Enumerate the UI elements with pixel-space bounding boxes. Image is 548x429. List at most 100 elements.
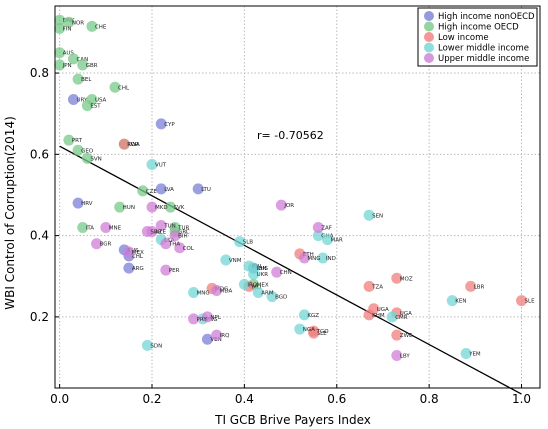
point-label: SVN	[90, 156, 101, 162]
data-point	[266, 291, 278, 303]
point-label: TGO	[316, 329, 330, 335]
data-point	[169, 221, 181, 233]
data-point	[391, 349, 403, 361]
point-label: SRB	[150, 230, 161, 236]
data-point	[123, 262, 135, 274]
point-label: NPL	[210, 315, 221, 321]
data-point	[146, 201, 158, 213]
point-label: ITA	[86, 225, 95, 231]
point-label: GEO	[81, 148, 94, 154]
legend-marker	[424, 42, 434, 53]
fit-line	[59, 145, 522, 395]
point-label: NOR	[72, 20, 84, 26]
data-point	[322, 234, 334, 246]
data-point	[63, 134, 75, 146]
data-point	[146, 158, 158, 170]
y-axis-label: WBI Control of Corruption(2014)	[3, 116, 17, 310]
x-tick-label: 0.0	[50, 392, 69, 406]
data-point	[201, 333, 213, 345]
data-point	[516, 295, 528, 307]
point-label: KGZ	[307, 313, 319, 319]
point-label: IDN	[257, 266, 267, 272]
data-point	[77, 221, 89, 233]
legend-marker	[424, 53, 434, 63]
data-point	[54, 14, 66, 26]
data-point	[174, 242, 186, 254]
point-label: YEM	[468, 351, 481, 357]
data-point	[164, 201, 176, 213]
point-label: TUR	[177, 225, 189, 231]
x-tick-label: 1.0	[512, 392, 531, 406]
data-point	[72, 144, 84, 156]
legend-marker	[424, 11, 434, 21]
data-point	[312, 230, 324, 242]
data-point	[192, 183, 204, 195]
point-label: FIN	[63, 26, 72, 32]
legend-entry: High income nonOECD	[438, 12, 535, 22]
point-label: BGR	[100, 242, 112, 248]
data-point	[391, 272, 403, 284]
point-label: SVK	[173, 205, 184, 211]
data-point	[460, 347, 472, 359]
data-points: URYCYPLTULVAHRVRUSCHLARGRUSVENDNKNORFINC…	[54, 14, 536, 361]
legend-box	[417, 7, 538, 67]
point-label: THA	[168, 242, 180, 248]
point-label: HUN	[123, 205, 135, 211]
data-point	[67, 93, 79, 105]
point-label: CHN	[280, 270, 292, 276]
data-point	[363, 280, 375, 292]
point-label: IRQ	[247, 282, 257, 288]
point-label: GBR	[86, 63, 98, 69]
data-point	[81, 152, 93, 164]
point-label: BIH	[178, 234, 188, 240]
point-label: LBY	[400, 353, 411, 359]
fit-line-group	[59, 145, 522, 395]
x-tick-label: 0.6	[327, 392, 346, 406]
legend-entry: High income OECD	[438, 23, 519, 33]
point-label: MEX	[257, 282, 269, 288]
point-label: JPN	[62, 63, 72, 69]
point-label: KHM	[372, 313, 385, 319]
data-point	[81, 100, 93, 112]
legend-entry: Low income	[438, 33, 489, 43]
data-point	[363, 209, 375, 221]
data-point	[188, 287, 200, 298]
data-point	[294, 323, 306, 335]
point-label: IND	[326, 256, 336, 262]
point-label: VUT	[155, 162, 167, 168]
point-label: AZE	[155, 230, 167, 236]
point-label: AUS	[63, 51, 75, 57]
legend-entry: Lower middle income	[438, 44, 529, 54]
data-point	[238, 278, 250, 290]
point-label: KEN	[455, 299, 466, 305]
data-point	[72, 73, 84, 85]
data-point	[220, 254, 232, 266]
point-label: SLE	[525, 299, 536, 305]
point-label: USA	[95, 97, 107, 103]
data-point	[211, 329, 223, 341]
point-label: VNM	[229, 258, 242, 264]
x-tick-label: 0.4	[235, 392, 254, 406]
correlation-annotation: r= -0.70562	[257, 129, 324, 142]
point-label: MKD	[155, 205, 168, 211]
point-label: UGA	[400, 311, 412, 317]
data-point	[137, 185, 149, 197]
point-label: COL	[183, 246, 195, 252]
data-point	[67, 53, 79, 65]
data-point	[308, 325, 320, 337]
point-label: SDN	[150, 343, 162, 349]
data-point	[446, 295, 458, 307]
data-point	[77, 59, 89, 71]
data-point	[298, 309, 310, 321]
point-label: PRT	[72, 138, 83, 144]
legend-entry: Upper middle income	[438, 54, 529, 64]
point-label: BEL	[81, 77, 92, 83]
point-label: ARG	[132, 266, 144, 272]
data-point	[72, 197, 84, 209]
data-point	[169, 230, 181, 242]
point-label: UGA	[377, 307, 389, 313]
point-label: EST	[90, 104, 101, 110]
series-1: DNKNORFINCHEAUSCANJPNGBRBELCHLUSAESTPRTK…	[54, 14, 269, 290]
data-point	[201, 311, 213, 323]
